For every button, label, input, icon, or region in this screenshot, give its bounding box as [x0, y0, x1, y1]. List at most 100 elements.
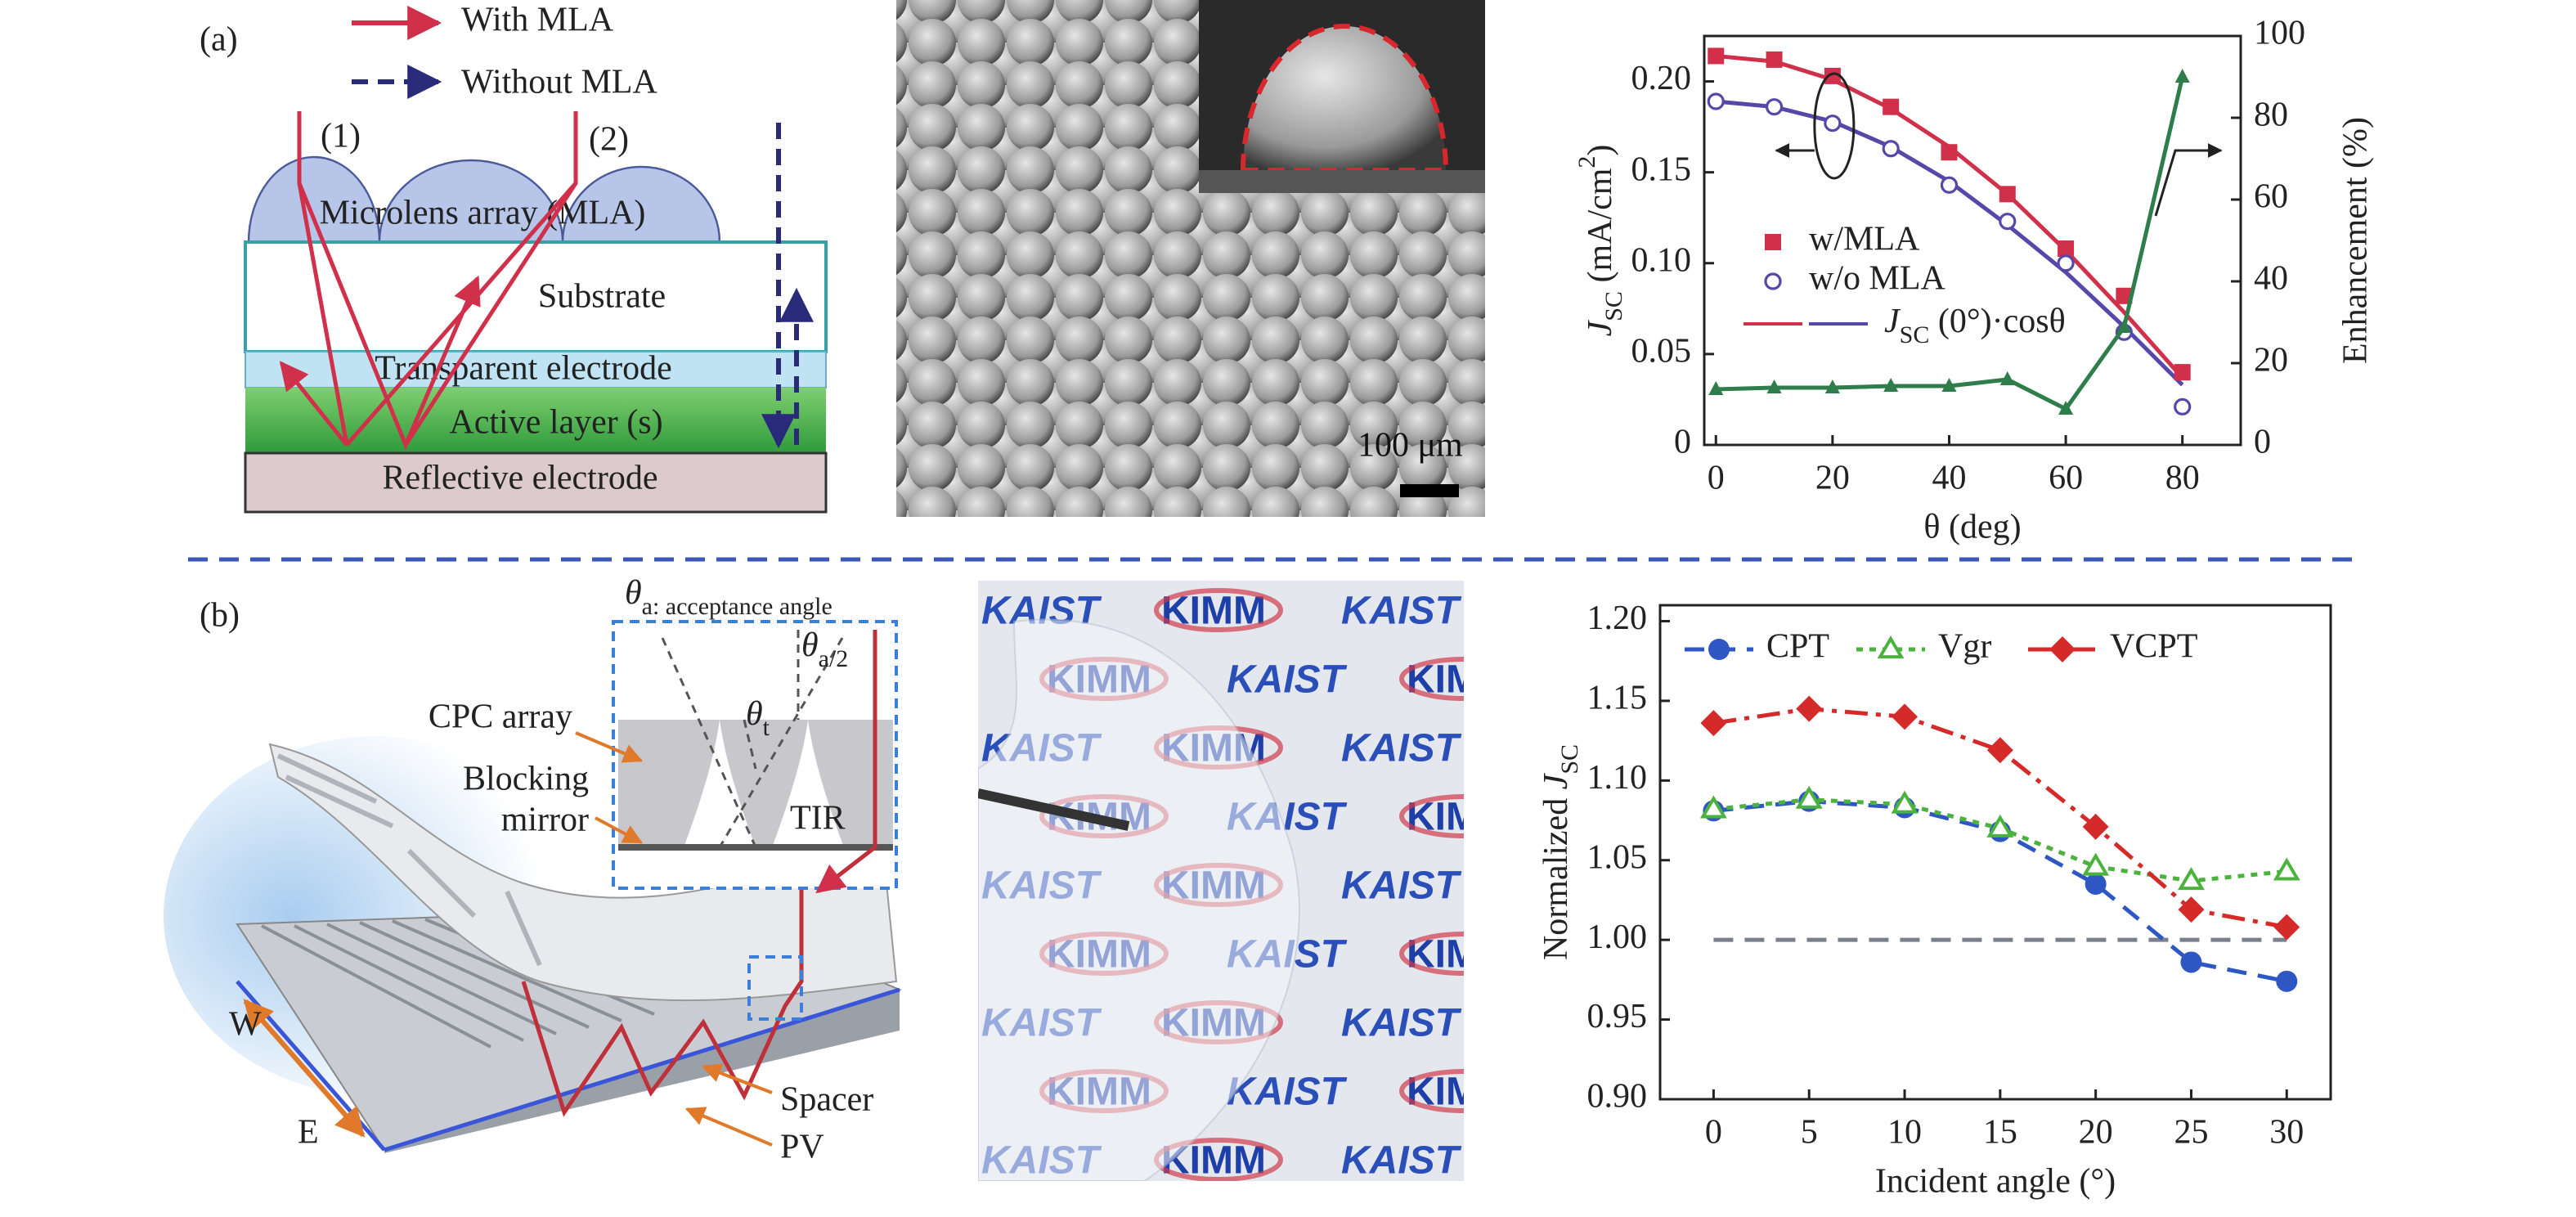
marker: [2058, 240, 2075, 257]
microlens: [247, 155, 721, 244]
marker: [1795, 785, 1823, 809]
part-label: mirror: [501, 802, 589, 839]
line: [285, 775, 394, 829]
x-tick-label: 20: [2079, 1114, 2113, 1152]
pointer: [701, 1063, 773, 1094]
marker: [2058, 401, 2074, 415]
x-tick-label: 20: [1815, 460, 1850, 497]
ray: [279, 111, 349, 447]
cpc-cavity: [684, 720, 844, 847]
logo-swoosh: [1154, 588, 1283, 632]
marker: [2082, 852, 2110, 876]
marker: [1999, 186, 2016, 203]
x-tick-label: 30: [2269, 1114, 2304, 1152]
legend-label: JSC (0°)·cosθ: [1884, 303, 2066, 349]
direction-label: W: [229, 1006, 262, 1044]
inset-title: θa: acceptance angle: [625, 574, 832, 621]
y2-tick-label: 40: [2254, 260, 2288, 298]
text-part: (mA/cm: [1582, 168, 1619, 291]
y2-tick-label: 60: [2254, 178, 2288, 216]
direction-label: E: [298, 1114, 319, 1152]
y-tick-label: 0.05: [1631, 333, 1692, 370]
text-part: t: [763, 714, 770, 741]
legend-label: With MLA: [461, 2, 614, 39]
marker: [1708, 47, 1725, 65]
marker: [2116, 287, 2133, 304]
panel-label: (b): [200, 597, 240, 635]
marker: [2177, 867, 2205, 891]
marker: [2057, 254, 2075, 272]
x-tick-label: 5: [1801, 1114, 1818, 1152]
text-part: a/2: [819, 645, 849, 672]
y-tick-label: 0.95: [1587, 998, 1648, 1035]
sem-image: 100 μm: [896, 0, 1485, 517]
text-part: θ: [746, 695, 763, 733]
marker: [2178, 896, 2205, 923]
ray-label: (1): [321, 118, 361, 155]
y2-tick-label: 20: [2254, 342, 2288, 379]
y-tick-label: 1.05: [1587, 838, 1648, 876]
pointer: [575, 731, 644, 763]
scale-bar-label: 100 μm: [1358, 427, 1463, 465]
panel-b-diagram: (b) θa: acceptance angle θa/2 θt TIR CPC…: [164, 574, 902, 1166]
marker: [1986, 814, 2014, 838]
pointer: [684, 1107, 773, 1147]
part-label: CPC array: [429, 698, 572, 736]
y2-tick-label: 80: [2254, 97, 2288, 134]
marker: [2273, 914, 2300, 941]
legend-label: w/MLA: [1809, 221, 1920, 258]
logo-swoosh: [1399, 794, 1464, 838]
marker: [1708, 639, 1730, 660]
inset-ray: [815, 630, 877, 894]
y-tick-label: 0.20: [1631, 60, 1692, 97]
x-tick-label: 0: [1708, 460, 1725, 497]
marker: [2049, 636, 2076, 662]
angle-label: θt: [746, 695, 770, 742]
marker: [1796, 695, 1823, 722]
x-tick-label: 80: [2165, 460, 2200, 497]
photo-logo: KAIST: [1341, 1002, 1462, 1045]
marker: [2180, 951, 2202, 973]
acceptance-lines: [661, 630, 844, 848]
marker: [1707, 92, 1725, 110]
text-part: J: [1884, 303, 1901, 340]
marker: [1699, 795, 1727, 819]
marker: [1824, 379, 1840, 393]
text-part: (0°)·cosθ: [1929, 303, 2065, 340]
text-part: θ: [625, 574, 642, 612]
logo-swoosh: [1399, 657, 1464, 701]
marker: [2174, 364, 2191, 381]
logo-swoosh: [1399, 1069, 1464, 1113]
text-part: 2: [1573, 156, 1600, 168]
inset-outline: [1241, 24, 1449, 173]
reflective-electrode: [244, 451, 828, 514]
marker: [1766, 51, 1783, 68]
ray: [403, 182, 578, 447]
scale-bar: [1400, 484, 1459, 497]
marker: [1892, 703, 1919, 730]
layer-label: Transparent electrode: [375, 350, 671, 388]
marker: [2116, 319, 2132, 333]
layer-label: Microlens array (MLA): [320, 195, 646, 232]
marker: [2174, 397, 2192, 415]
marker: [2174, 69, 2190, 83]
part-label: PV: [780, 1129, 824, 1166]
layer-label: Reflective electrode: [383, 460, 658, 497]
x-tick-label: 0: [1705, 1114, 1722, 1152]
y-tick-label: 1.00: [1587, 918, 1648, 956]
x-tick-label: 60: [2049, 460, 2083, 497]
line: [359, 921, 590, 1029]
substrate: [244, 240, 828, 353]
y-tick-label: 1.15: [1587, 680, 1648, 717]
y2-tick-label: 100: [2254, 15, 2305, 52]
annotation-ellipse: [1813, 72, 1856, 180]
marker: [1708, 381, 1724, 395]
y-tick-label: 0.10: [1631, 241, 1692, 279]
x-axis-label: θ (deg): [1923, 509, 2021, 546]
legend-label: Without MLA: [461, 64, 657, 101]
rolled-film: [268, 743, 898, 1002]
panel-label: (a): [200, 21, 238, 59]
marker: [1986, 737, 2013, 764]
